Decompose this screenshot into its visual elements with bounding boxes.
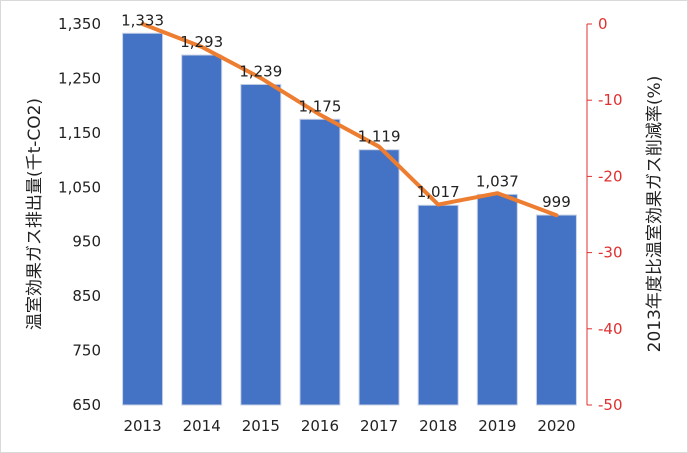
bar-data-label: 1,333 xyxy=(121,11,164,29)
left-tick-label: 1,250 xyxy=(58,69,101,87)
left-axis-ticks: 650 750 850 950 1,050 1,150 1,250 1,350 xyxy=(58,15,101,414)
bar xyxy=(122,32,164,406)
right-tick-label: -20 xyxy=(598,167,623,185)
right-tick-label: -10 xyxy=(598,91,623,109)
right-axis-title: 2013年度比温室効果ガス削減率(%) xyxy=(645,76,665,353)
left-tick-label: 650 xyxy=(72,396,101,414)
bar-data-label: 1,037 xyxy=(476,172,519,190)
bar xyxy=(476,193,518,406)
right-tick-label: -30 xyxy=(598,244,623,262)
bar-series xyxy=(122,32,577,406)
bar xyxy=(240,83,282,406)
bar-data-label: 1,239 xyxy=(239,62,282,80)
left-axis-title: 温室効果ガス排出量(千t-CO2) xyxy=(25,98,45,330)
left-tick-label: 1,350 xyxy=(58,15,101,33)
x-tick-label: 2016 xyxy=(301,417,339,435)
bar xyxy=(417,204,459,406)
x-tick-label: 2018 xyxy=(419,417,457,435)
left-tick-label: 1,050 xyxy=(58,178,101,196)
x-tick-label: 2013 xyxy=(123,417,161,435)
bar-data-label: 1,017 xyxy=(417,183,460,201)
bar-data-label: 1,175 xyxy=(298,97,341,115)
left-tick-label: 1,150 xyxy=(58,124,101,142)
right-tick-label: -50 xyxy=(598,396,623,414)
line-series xyxy=(140,22,559,218)
bar xyxy=(299,118,341,406)
bar-data-label: 1,119 xyxy=(358,128,401,146)
right-tick-label: 0 xyxy=(598,15,608,33)
left-tick-label: 750 xyxy=(72,342,101,360)
bar-data-labels: 1,333 1,293 1,239 1,175 1,119 1,017 1,037 999 xyxy=(121,11,571,211)
left-tick-label: 950 xyxy=(72,233,101,251)
x-tick-label: 2017 xyxy=(360,417,398,435)
x-tick-label: 2015 xyxy=(242,417,280,435)
x-tick-label: 2019 xyxy=(478,417,516,435)
right-tick-label: -40 xyxy=(598,320,623,338)
bar-data-label: 1,293 xyxy=(180,33,223,51)
x-axis-ticks: 2013 2014 2015 2016 2017 2018 2019 2020 xyxy=(123,417,575,435)
bar xyxy=(181,54,223,406)
bar-data-label: 999 xyxy=(542,193,571,211)
right-axis-ticks: 0 -10 -20 -30 -40 -50 xyxy=(587,15,623,414)
left-tick-label: 850 xyxy=(72,287,101,305)
bar xyxy=(535,214,577,406)
x-tick-label: 2020 xyxy=(537,417,575,435)
bar xyxy=(358,149,400,406)
x-tick-label: 2014 xyxy=(183,417,221,435)
